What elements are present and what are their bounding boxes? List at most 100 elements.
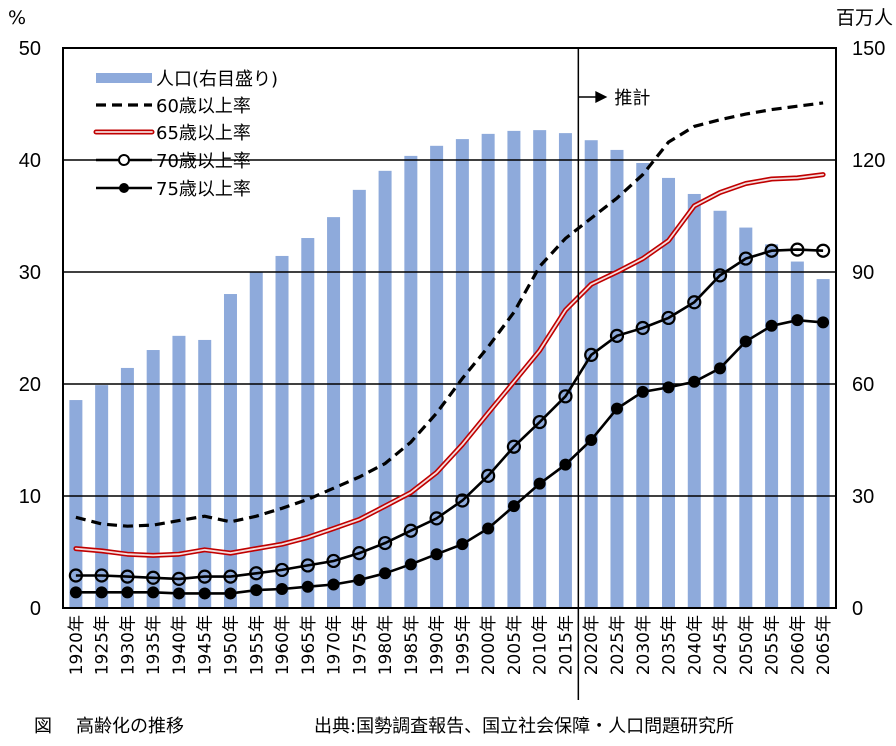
population-bar [249,272,263,608]
marker-75plus [714,362,727,375]
population-bar [765,244,779,608]
marker-75plus [147,586,160,599]
x-tick-label: 1945年 [196,615,216,675]
marker-70plus [249,566,264,581]
x-tick-label: 1990年 [428,615,448,675]
marker-75plus [404,558,417,571]
x-tick-label: 1970年 [325,615,345,675]
marker-75plus [533,477,546,490]
population-bar [172,335,186,608]
x-tick-label: 2025年 [608,615,628,675]
population-bar [713,210,727,609]
marker-70plus [300,558,315,573]
series-60歳以上率 [75,101,824,528]
marker-75plus [688,375,701,388]
series-lines [68,101,831,600]
population-bar [507,130,521,608]
right-tick-label: 0 [852,598,863,620]
population-bar [404,155,418,609]
x-tick-label: 1925年 [93,615,113,675]
x-tick-label: 1955年 [247,615,267,675]
figure-title: 高齢化の推移 [76,716,184,737]
marker-75plus [585,434,598,446]
population-bar [481,133,495,608]
marker-75plus [198,587,211,600]
population-bar [687,193,701,608]
marker-75plus [69,586,82,599]
population-bar [816,279,830,608]
left-tick-label: 10 [19,486,41,508]
x-tick-label: 2060年 [788,615,808,675]
right-tick-label: 120 [852,150,885,172]
right-axis-unit: 百万人 [836,7,893,29]
marker-70plus [352,546,367,561]
marker-70plus [712,268,728,283]
population-bar [69,400,83,608]
line-65plus-inner [75,173,824,557]
legend-item: 75歳以上率 [96,179,251,200]
x-tick-label: 2035年 [660,615,680,675]
marker-70plus [68,568,83,583]
population-bar [352,189,366,608]
marker-70plus [661,310,676,326]
population-bar [378,170,392,608]
line-65plus-outer [73,172,826,558]
marker-70plus [429,511,444,526]
population-bar [327,217,341,608]
population-bar [120,367,134,608]
line-60plus [75,101,824,528]
marker-70plus [764,243,779,258]
population-bar [739,227,753,608]
population-bar [198,339,212,608]
x-tick-label: 2015年 [556,615,576,675]
marker-70plus [377,535,393,551]
left-axis: 0 10 20 30 40 50% [8,7,41,620]
population-bar [558,133,572,608]
marker-75plus [791,314,804,327]
legend-marker-open [118,154,130,166]
marker-70plus [635,320,650,336]
marker-75plus [739,335,752,348]
left-tick-label: 40 [19,150,41,172]
marker-75plus [276,582,289,595]
legend-item: 65歳以上率 [93,123,251,144]
left-tick-label: 50 [19,38,41,60]
population-bar [455,139,469,609]
marker-75plus [430,548,443,561]
marker-70plus [738,251,753,266]
marker-75plus [327,578,340,591]
marker-70plus [609,328,625,343]
population-bar [790,261,804,608]
marker-70plus [532,414,547,430]
marker-75plus [353,574,366,586]
marker-75plus [172,587,185,600]
marker-70plus [223,569,238,584]
legend-marker-filled [119,183,129,193]
source-note: 出典:国勢調査報告、国立社会保障・人口問題研究所 [314,716,735,737]
marker-75plus [121,586,134,599]
left-tick-label: 20 [19,374,41,396]
population-bar [430,145,444,608]
x-tick-label: 2030年 [634,615,654,675]
right-tick-label: 90 [852,262,874,284]
x-tick-label: 1995年 [453,615,473,675]
population-bar [610,149,624,609]
left-axis-unit: % [8,7,26,29]
legend-label: 70歳以上率 [156,151,251,172]
population-bar [146,350,160,608]
x-tick-label: 2000年 [479,615,499,675]
gridlines [63,159,836,497]
marker-75plus [507,500,520,513]
population-bar [533,130,547,608]
marker-70plus [171,571,187,586]
marker-75plus [636,385,649,398]
x-tick-label: 2010年 [531,615,551,675]
x-tick-label: 1960年 [273,615,293,675]
series-75歳以上率 [69,314,830,600]
marker-75plus [765,319,778,332]
marker-70plus [146,570,161,585]
left-tick-label: 0 [30,598,41,620]
marker-70plus [506,439,522,454]
marker-75plus [95,586,108,599]
